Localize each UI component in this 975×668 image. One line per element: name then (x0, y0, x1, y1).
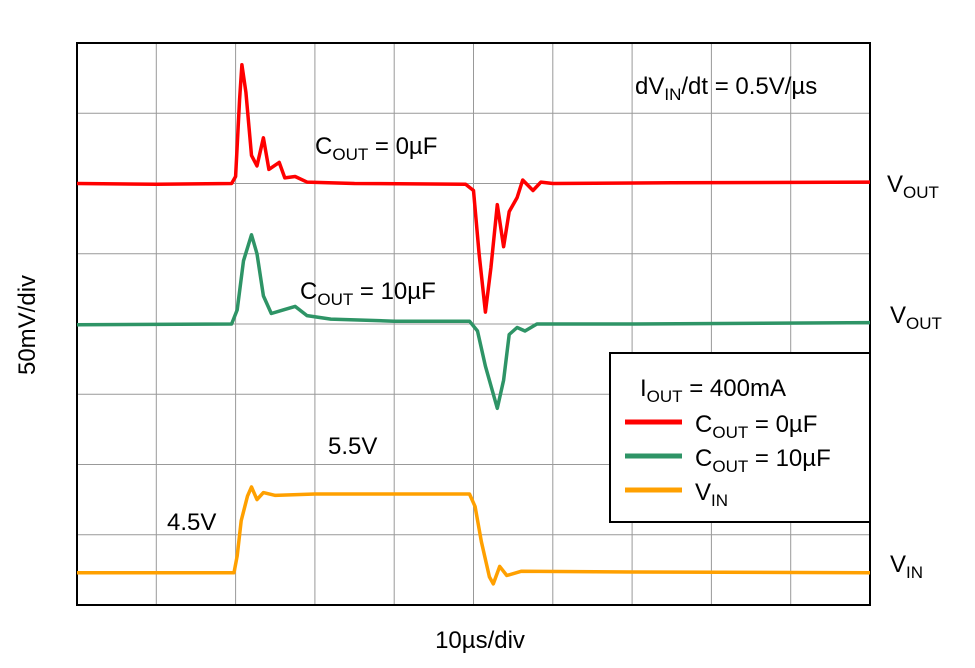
annotation-part: V (887, 171, 903, 198)
annotation-part: OUT (332, 145, 368, 164)
legend-title-part: OUT (647, 387, 683, 406)
annotation-part: 4.5V (167, 509, 216, 536)
trace (76, 233, 871, 411)
annotation-part: 5.5V (328, 433, 377, 460)
legend-title: IOUT = 400mA (640, 375, 786, 406)
legend-label-part: IN (711, 491, 728, 510)
y-axis-label: 50mV/div (14, 275, 41, 375)
legend-label-part: OUT (712, 423, 748, 442)
trace (76, 63, 871, 314)
annotation-part: OUT (906, 314, 942, 333)
annotation: VOUT (887, 171, 939, 202)
annotation-rate: dVIN/dt = 0.5V/µs (635, 73, 817, 104)
annotation-rate-part: dV (635, 73, 664, 100)
legend-label-part: C (695, 411, 712, 438)
legend-label-part: = 0µF (748, 411, 817, 438)
annotation-rate-part: /dt = 0.5V/µs (681, 73, 817, 100)
legend-label: VIN (695, 479, 728, 510)
annotation-part: IN (906, 563, 923, 582)
legend-title-part: = 400mA (683, 375, 786, 402)
annotation-part: C (300, 278, 317, 305)
x-axis-label: 10µs/div (435, 627, 525, 654)
legend-label-part: C (695, 445, 712, 472)
annotation-part: V (890, 551, 906, 578)
annotation: VIN (890, 551, 923, 582)
legend-title-part: I (640, 375, 647, 402)
annotation-part: = 0µF (368, 133, 437, 160)
annotation: COUT = 0µF (315, 133, 437, 164)
trace (77, 485, 871, 586)
annotation-part: OUT (903, 183, 939, 202)
annotation-part: = 10µF (353, 278, 436, 305)
legend-label: COUT = 10µF (695, 445, 831, 476)
annotation-part: OUT (317, 290, 353, 309)
legend-label-part: = 10µF (748, 445, 831, 472)
annotation: VOUT (890, 302, 942, 333)
annotation-rate-part: IN (664, 85, 681, 104)
annotation: 5.5V (328, 433, 377, 460)
annotation: COUT = 10µF (300, 278, 436, 309)
legend-box (609, 352, 871, 523)
annotation-part: C (315, 133, 332, 160)
legend-label-part: OUT (712, 457, 748, 476)
annotation: 4.5V (167, 509, 216, 536)
legend-label: COUT = 0µF (695, 411, 817, 442)
legend-label-part: V (695, 479, 711, 506)
annotation-part: V (890, 302, 906, 329)
